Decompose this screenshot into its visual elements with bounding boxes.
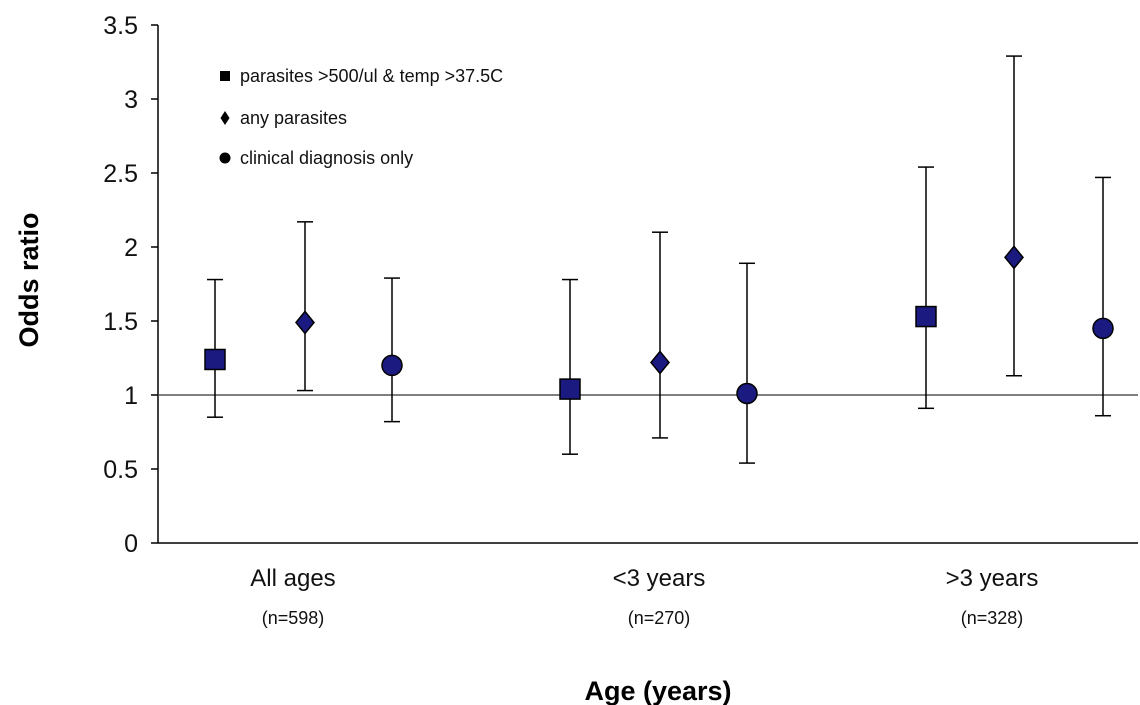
category-n-label: (n=328) [961, 608, 1024, 628]
legend-label: any parasites [240, 108, 347, 128]
y-tick-label: 0.5 [103, 456, 138, 484]
square-marker [559, 378, 581, 400]
legend-label: clinical diagnosis only [240, 148, 413, 168]
legend-square-icon [220, 71, 230, 81]
legend-label: parasites >500/ul & temp >37.5C [240, 66, 503, 86]
y-tick-label: 2 [124, 234, 138, 262]
y-tick-label: 1 [124, 382, 138, 410]
y-tick-label: 1.5 [103, 308, 138, 336]
diamond-marker [1004, 245, 1024, 270]
category-label: >3 years [946, 565, 1039, 592]
axes-layer: 0 0.5 1 1.5 2 2.5 3 3.5 All ages (n=598) <3 years (… [103, 12, 1138, 628]
legend-diamond-icon [220, 111, 230, 125]
legend-circle-icon [219, 152, 231, 164]
x-axis-title: Age (years) [584, 676, 731, 705]
marks-layer [204, 55, 1114, 464]
square-marker [915, 305, 937, 328]
legend: parasites >500/ul & temp >37.5C any paras… [219, 66, 503, 168]
category-label: <3 years [613, 565, 706, 592]
square-marker [204, 348, 226, 371]
y-axis-title: Odds ratio [14, 212, 44, 347]
diamond-marker [650, 350, 670, 375]
circle-marker [736, 382, 758, 405]
y-tick-label: 3 [124, 86, 138, 114]
category-label: All ages [250, 565, 335, 592]
circle-marker [1092, 317, 1114, 340]
y-tick-label: 0 [124, 530, 138, 558]
diamond-marker [295, 310, 315, 335]
category-n-label: (n=270) [628, 608, 691, 628]
y-tick-label: 2.5 [103, 160, 138, 188]
category-n-label: (n=598) [262, 608, 325, 628]
circle-marker [381, 354, 403, 377]
y-tick-label: 3.5 [103, 12, 138, 40]
